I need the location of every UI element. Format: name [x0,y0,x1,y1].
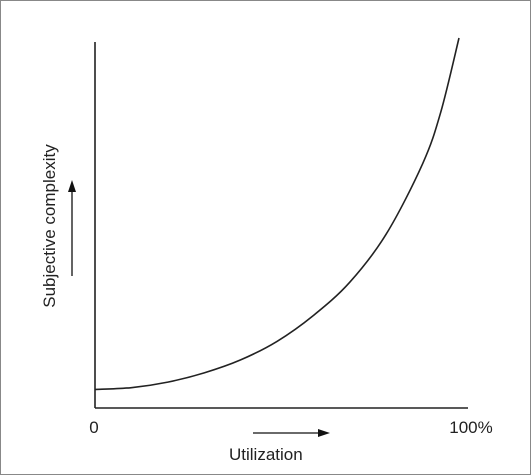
x-axis-label: Utilization [229,445,303,464]
x-arrow-icon [253,429,330,437]
x-tick-label-100: 100% [449,418,492,437]
y-arrow-icon [68,180,76,276]
x-tick-label-0: 0 [89,418,98,437]
complexity-curve [94,37,460,391]
y-axis-label: Subjective complexity [40,144,59,308]
